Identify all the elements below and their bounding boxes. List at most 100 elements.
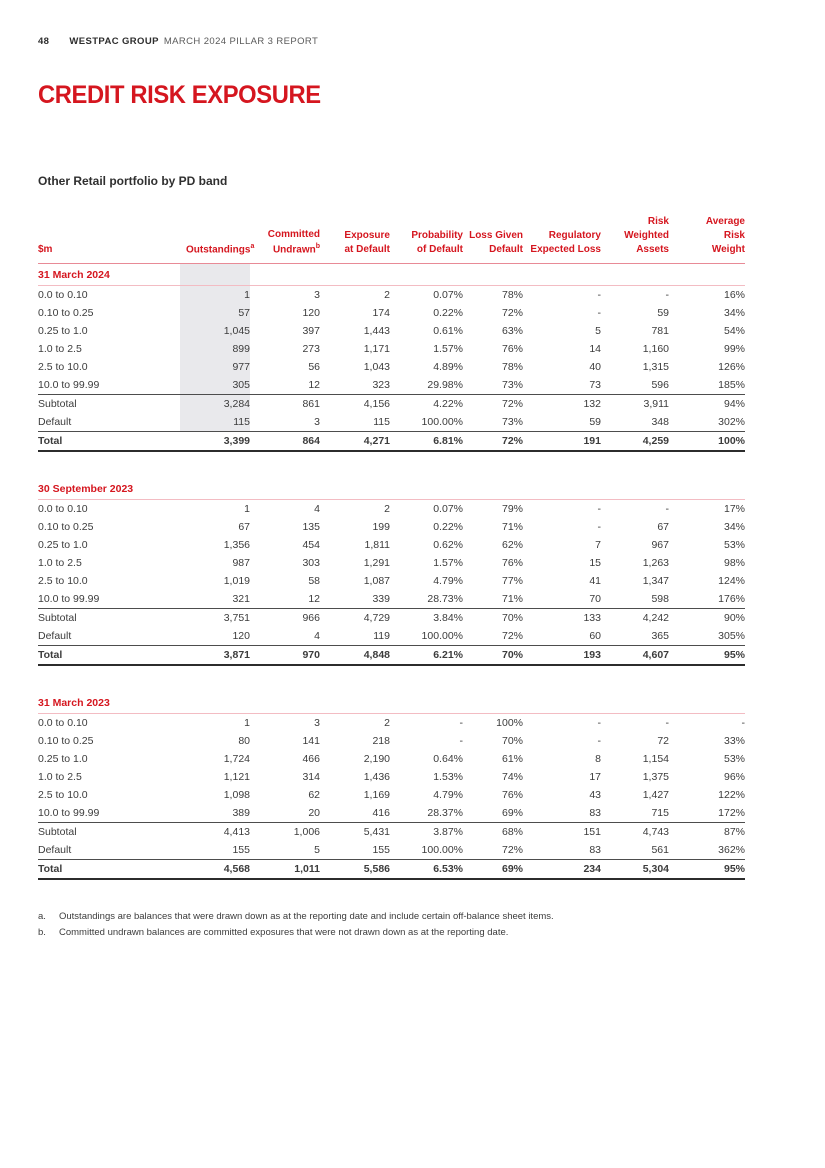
cell-value: 41 [589,575,601,587]
section-date-filler [463,263,523,286]
cell-value: 71% [501,593,523,605]
cell-value: 1,121 [223,771,250,783]
brand-name: WESTPAC GROUP [69,36,159,47]
row-label: 10.0 to 99.99 [38,593,100,605]
cell-value: 0.22% [433,307,463,319]
table-row: 1.0 to 2.5 899 273 1,171 1.57% 76% 14 1,160 99% [38,340,745,358]
section-date-filler [390,478,463,500]
section-date-filler [320,692,390,714]
row-label: 0.0 to 0.10 [38,717,88,729]
row-label: 0.10 to 0.25 [38,307,94,319]
section-date-filler [320,263,390,286]
cell-value: 20 [308,807,320,819]
cell-value: 970 [250,645,320,666]
cell-value: 0.22% [433,521,463,533]
cell-value: 4 [314,630,320,642]
cell-value: 977 [180,358,250,376]
cell-value: 4,259 [601,431,669,452]
cell-value: 273 [302,343,320,355]
section-gap [38,451,745,478]
row-label: 10.0 to 99.99 [38,807,100,819]
cell-value: 3,284 [180,394,250,413]
cell-value: 174 [372,307,390,319]
section-date: 30 September 2023 [38,478,180,500]
cell-value: 1.57% [433,343,463,355]
cell-value: 96% [723,771,745,783]
table-row: 0.10 to 0.25 57 120 174 0.22% 72% - 59 34% [38,304,745,322]
row-label: 0.10 to 0.25 [38,521,94,533]
pd-table: $m Outstandingsa Committed Undrawnb Exposure… [38,212,745,880]
cell-value: - [741,717,746,729]
table-row: Default 155 5 155 100.00% 72% 83 561 362% [38,841,745,860]
cell-value: 397 [302,325,320,337]
table-row: 0.25 to 1.0 1,724 466 2,190 0.64% 61% 8 1,154 53… [38,750,745,768]
cell-value: 864 [250,431,320,452]
page-number: 48 [38,36,50,47]
section-date-filler [250,263,320,286]
footnote-marker: a. [38,911,46,922]
cell-value: 3 [314,416,320,428]
cell-value: 314 [302,771,320,783]
cell-value: 16% [723,289,745,301]
footnote-text: Committed undrawn balances are committed… [59,926,509,938]
cell-value: 58 [308,575,320,587]
row-label: 2.5 to 10.0 [38,575,88,587]
cell-value: - [597,503,602,515]
page-title: CREDIT RISK EXPOSURE [38,81,321,109]
cell-value: 56 [308,361,320,373]
cell-value: 3.84% [390,608,463,627]
cell-value: 454 [302,539,320,551]
cell-value: 0.61% [433,325,463,337]
section-date-filler [523,478,601,500]
cell-value: 4.79% [433,789,463,801]
cell-value: 1,160 [642,343,669,355]
cell-value: 302% [718,416,745,428]
cell-value: 1,724 [223,753,250,765]
cell-value: 99% [723,343,745,355]
cell-value: 1,045 [180,322,250,340]
cell-value: 69% [501,807,523,819]
cell-value: 72% [501,844,523,856]
cell-value: 193 [523,645,601,666]
cell-value: 2 [384,289,390,301]
cell-value: 76% [501,557,523,569]
row-label: Total [38,859,180,880]
cell-value: 1,811 [364,539,391,551]
cell-value: 4.89% [433,361,463,373]
column-header: $m [38,212,180,264]
cell-value: 78% [501,289,523,301]
cell-value: 4.22% [390,394,463,413]
cell-value: 3,911 [601,394,669,413]
cell-value: 34% [723,307,745,319]
section-date-filler [523,692,601,714]
cell-value: 68% [463,822,523,841]
section-date-filler [250,478,320,500]
cell-value: 115 [180,413,250,432]
cell-value: 3.87% [390,822,463,841]
cell-value: 73% [501,379,523,391]
cell-value: 70 [589,593,601,605]
cell-value: 83 [589,844,601,856]
cell-value: 6.53% [390,859,463,880]
cell-value: 323 [372,379,390,391]
cell-value: 69% [463,859,523,880]
cell-value: 339 [372,593,390,605]
table-row: Total 3,399 864 4,271 6.81% 72% 191 4,259 100% [38,431,745,452]
page-header: 48 WESTPAC GROUP MARCH 2024 PILLAR 3 REP… [38,36,745,47]
cell-value: 73% [501,416,523,428]
cell-value: 100.00% [421,844,463,856]
column-header: Regulatory Expected Loss [523,212,601,264]
cell-value: 122% [718,789,745,801]
cell-value: 83 [589,807,601,819]
row-label: 0.25 to 1.0 [38,753,88,765]
cell-value: 1,011 [250,859,320,880]
cell-value: 95% [669,859,745,880]
cell-value: 72% [501,630,523,642]
cell-value: 1,436 [363,771,390,783]
cell-value: 119 [373,630,390,642]
cell-value: 1,169 [363,789,390,801]
table-row: 0.0 to 0.10 1 4 2 0.07% 79% - - 17% [38,500,745,519]
cell-value: - [597,307,602,319]
cell-value: 0.64% [433,753,463,765]
pd-table-body: 31 March 2024 0.0 to 0.10 1 3 2 0.07% 78% - -16%… [38,263,746,880]
